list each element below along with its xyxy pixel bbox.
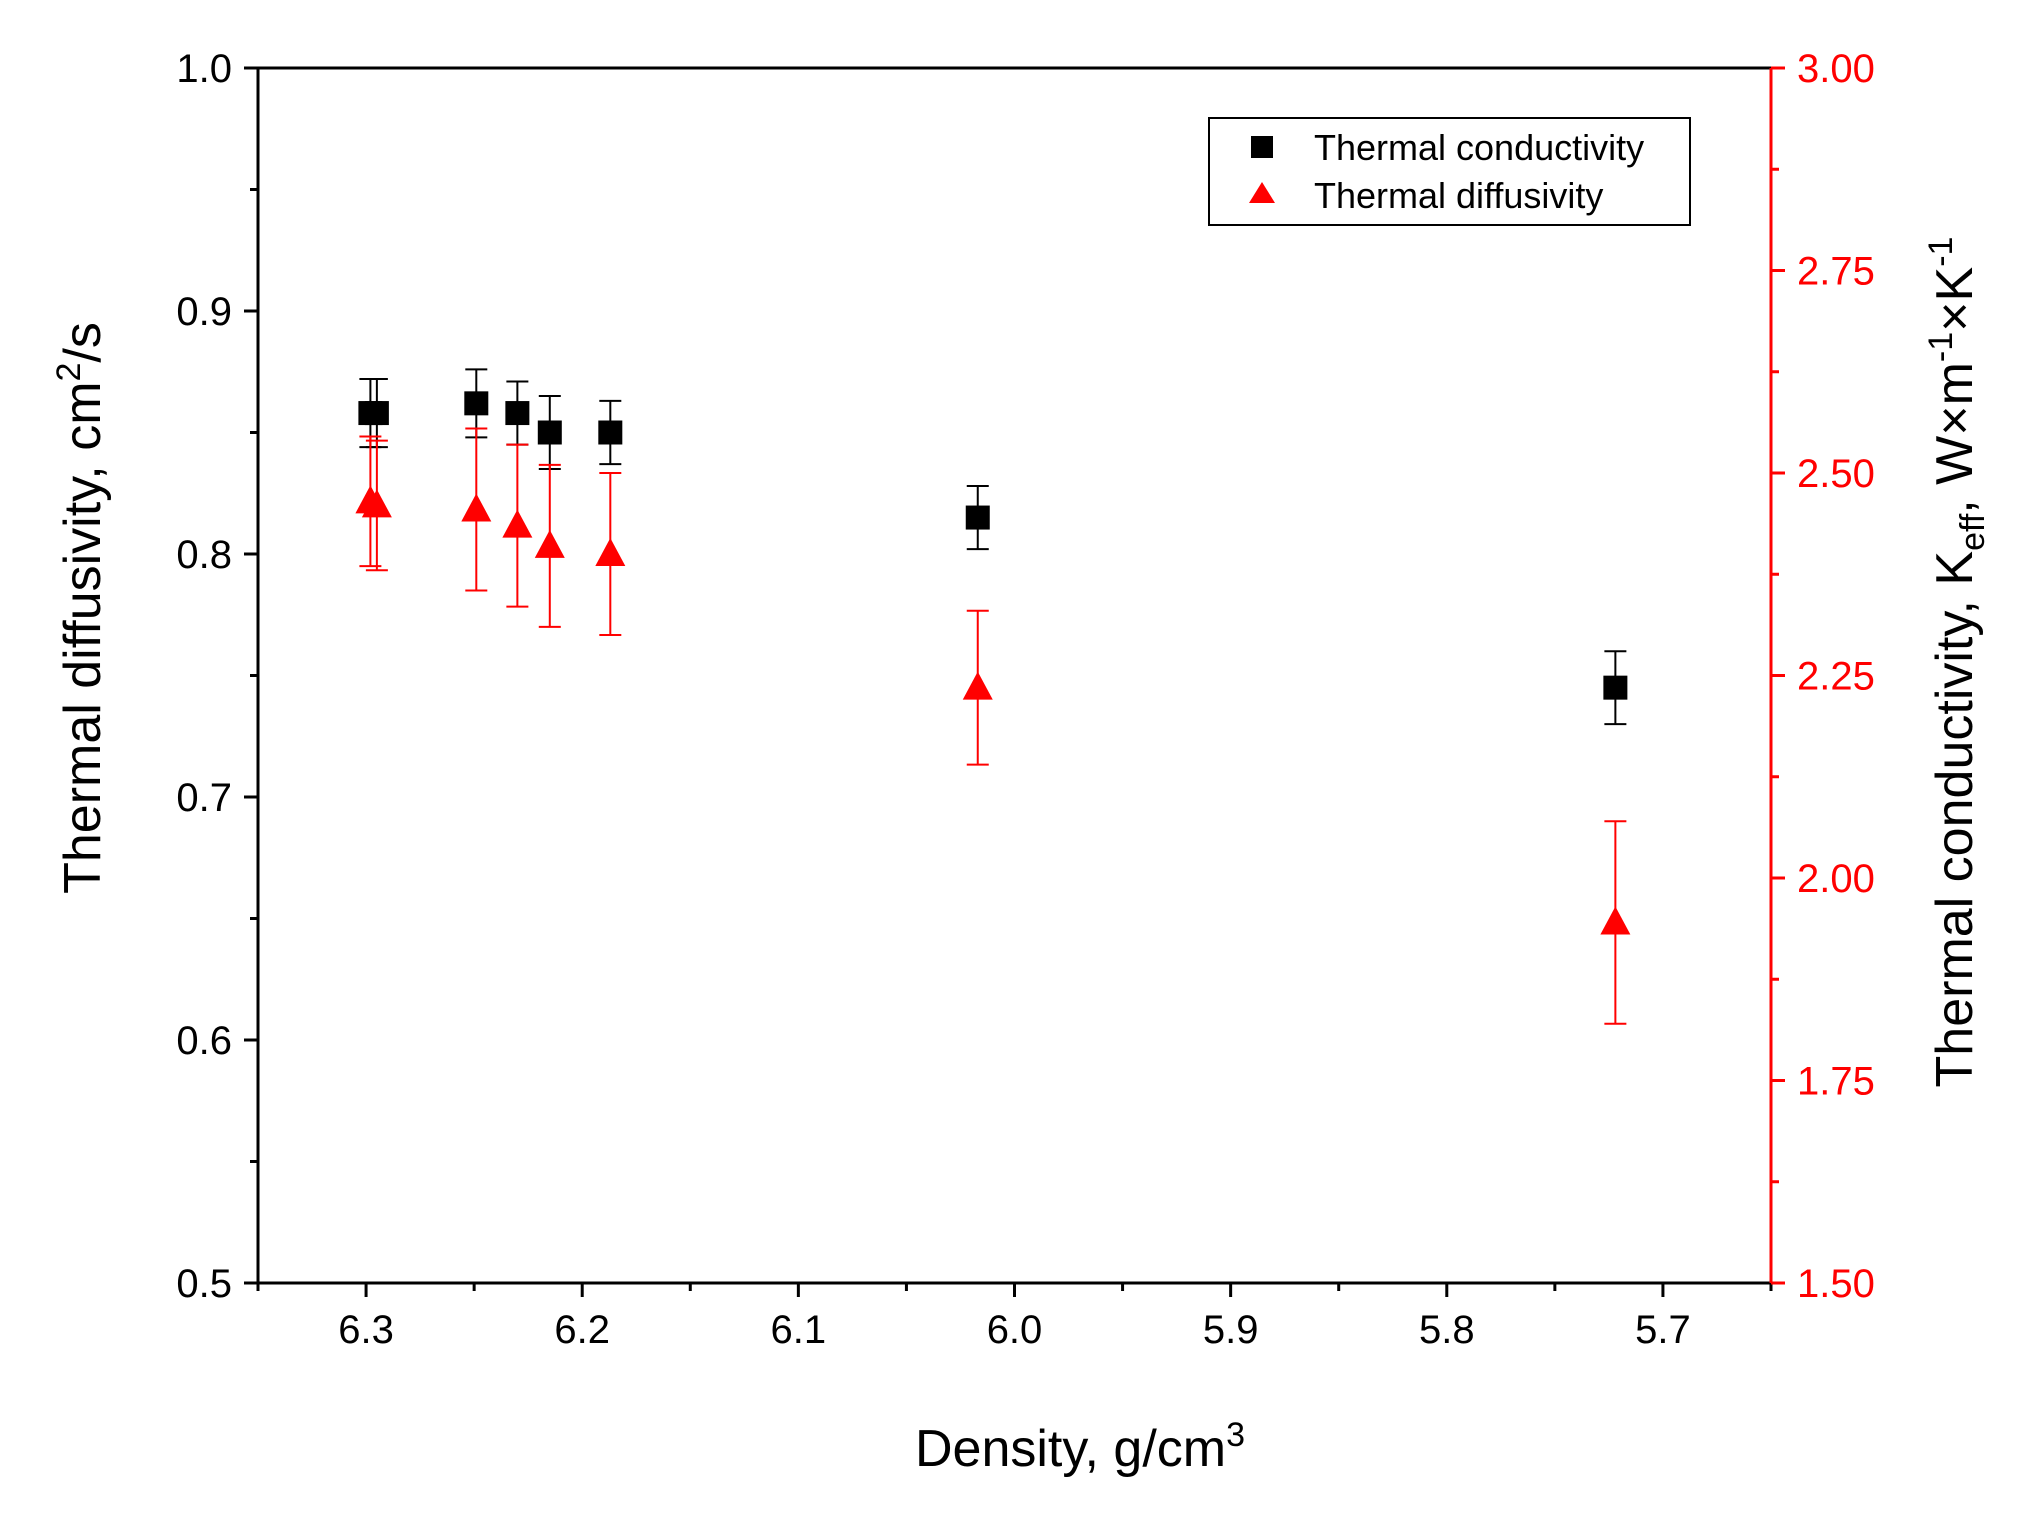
data-point-triangle (1600, 906, 1631, 935)
y-right-title-sub: eff (1954, 513, 1992, 551)
y-left-title-tail: /s (54, 322, 112, 362)
data-point-triangle (361, 489, 392, 518)
y-right-title-k: ×K (1926, 266, 1984, 331)
y-left-title-text: Thermal diffusivity, cm (54, 381, 112, 893)
legend-triangle-marker (1249, 182, 1275, 203)
data-point-square (1603, 675, 1628, 700)
y-left-tick-label: 1.0 (176, 47, 232, 91)
x-tick-label: 6.2 (554, 1308, 610, 1352)
series-layer (355, 368, 1631, 1025)
plot-frame (256, 66, 1773, 1285)
x-axis: 6.3 6.2 6.1 6.0 5.9 5.8 5.7 (256, 1283, 1773, 1352)
y-left-tick-label: 0.7 (176, 776, 232, 820)
x-tick-label: 6.3 (338, 1308, 394, 1352)
y-right-axis: 1.50 1.75 2.00 2.25 2.50 2.75 3.00 (1771, 47, 1875, 1306)
y-right-title-w: , W×m (1926, 362, 1984, 514)
legend-box (1208, 117, 1691, 226)
data-point-square (598, 420, 623, 445)
y-left-tick-label: 0.6 (176, 1019, 232, 1063)
y-right-tick-label: 2.00 (1797, 857, 1875, 901)
data-point-square (537, 420, 562, 445)
legend: Thermal conductivity Thermal diffusivity (1208, 117, 1691, 226)
x-tick-label: 5.8 (1419, 1308, 1475, 1352)
y-left-axis-title: Thermal diffusivity, cm2/s (50, 322, 112, 894)
y-right-title-sup1: -1 (1922, 332, 1960, 362)
data-point-triangle (534, 529, 565, 558)
x-axis-title: Density, g/cm3 (915, 1416, 1245, 1478)
y-right-tick-label: 2.25 (1797, 655, 1875, 699)
data-point-triangle (461, 493, 492, 522)
y-left-tick-label: 0.5 (176, 1262, 232, 1306)
y-left-tick-label: 0.8 (176, 533, 232, 577)
y-right-tick-label: 2.50 (1797, 452, 1875, 496)
y-right-tick-label: 1.75 (1797, 1060, 1875, 1104)
data-point-square (505, 401, 530, 426)
y-left-axis: 0.5 0.6 0.7 0.8 0.9 1.0 (176, 47, 258, 1306)
y-left-tick-label: 0.9 (176, 290, 232, 334)
data-point-square (464, 391, 489, 416)
x-tick-label: 6.1 (771, 1308, 827, 1352)
y-right-tick-label: 1.50 (1797, 1262, 1875, 1306)
y-right-tick-label: 2.75 (1797, 250, 1875, 294)
y-right-axis-title: Thermal conductivity, Keff, W×m-1×K-1 (1922, 237, 1992, 1088)
data-point-triangle (502, 509, 533, 538)
data-point-square (965, 505, 990, 530)
x-axis-title-text: Density, g/cm (915, 1420, 1226, 1478)
x-tick-label: 6.0 (987, 1308, 1043, 1352)
x-tick-label: 5.9 (1203, 1308, 1259, 1352)
x-tick-label: 5.7 (1635, 1308, 1691, 1352)
data-point-triangle (962, 671, 993, 700)
y-right-tick-label: 3.00 (1797, 47, 1875, 91)
legend-square-marker (1251, 136, 1273, 158)
data-point-square (364, 401, 389, 426)
legend-label-diffusivity: Thermal diffusivity (1314, 175, 1603, 216)
y-right-title-sup2: -1 (1922, 237, 1960, 267)
x-axis-title-sup: 3 (1226, 1416, 1245, 1454)
y-right-title-prefix: Thermal conductivity, K (1926, 551, 1984, 1088)
y-left-title-sup: 2 (50, 363, 88, 382)
data-point-triangle (595, 538, 626, 566)
legend-label-conductivity: Thermal conductivity (1314, 127, 1644, 168)
